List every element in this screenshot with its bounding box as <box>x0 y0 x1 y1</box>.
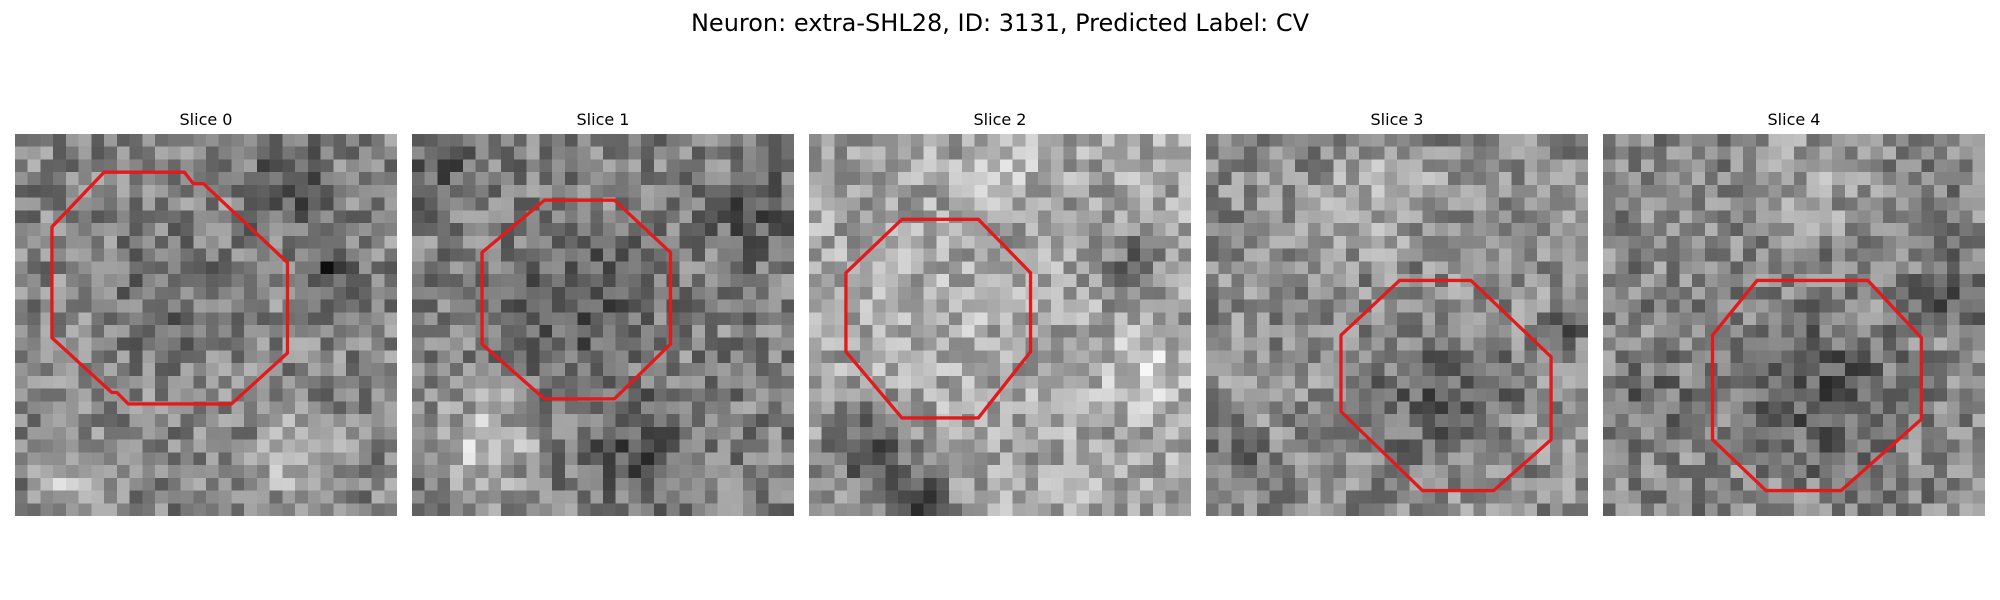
roi-contour <box>844 217 1033 420</box>
slice-image-svg <box>809 134 1191 516</box>
pixel-grid <box>1206 134 1588 516</box>
roi-contour <box>50 170 290 406</box>
slice-image <box>1206 134 1588 516</box>
slice-image <box>1603 134 1985 516</box>
slice-image <box>15 134 397 516</box>
slice-image-svg <box>15 134 397 516</box>
pixel-grid <box>15 134 397 516</box>
slice-image-svg <box>412 134 794 516</box>
pixel-grid <box>412 134 794 516</box>
roi-contour <box>480 198 673 401</box>
slice-image <box>412 134 794 516</box>
slice-title: Slice 4 <box>1767 110 1821 129</box>
roi-contour <box>1710 278 1923 493</box>
slice-title: Slice 2 <box>973 110 1027 129</box>
slice-title: Slice 0 <box>179 110 233 129</box>
slice-title: Slice 3 <box>1370 110 1424 129</box>
slice-title: Slice 1 <box>576 110 630 129</box>
figure-title: Neuron: extra-SHL28, ID: 3131, Predicted… <box>690 9 1310 37</box>
slice-image-svg <box>1206 134 1588 516</box>
slice-image-svg <box>1603 134 1985 516</box>
slice-image <box>809 134 1191 516</box>
pixel-grid <box>1603 134 1985 516</box>
roi-contour <box>1339 278 1553 493</box>
pixel-grid <box>809 134 1191 516</box>
